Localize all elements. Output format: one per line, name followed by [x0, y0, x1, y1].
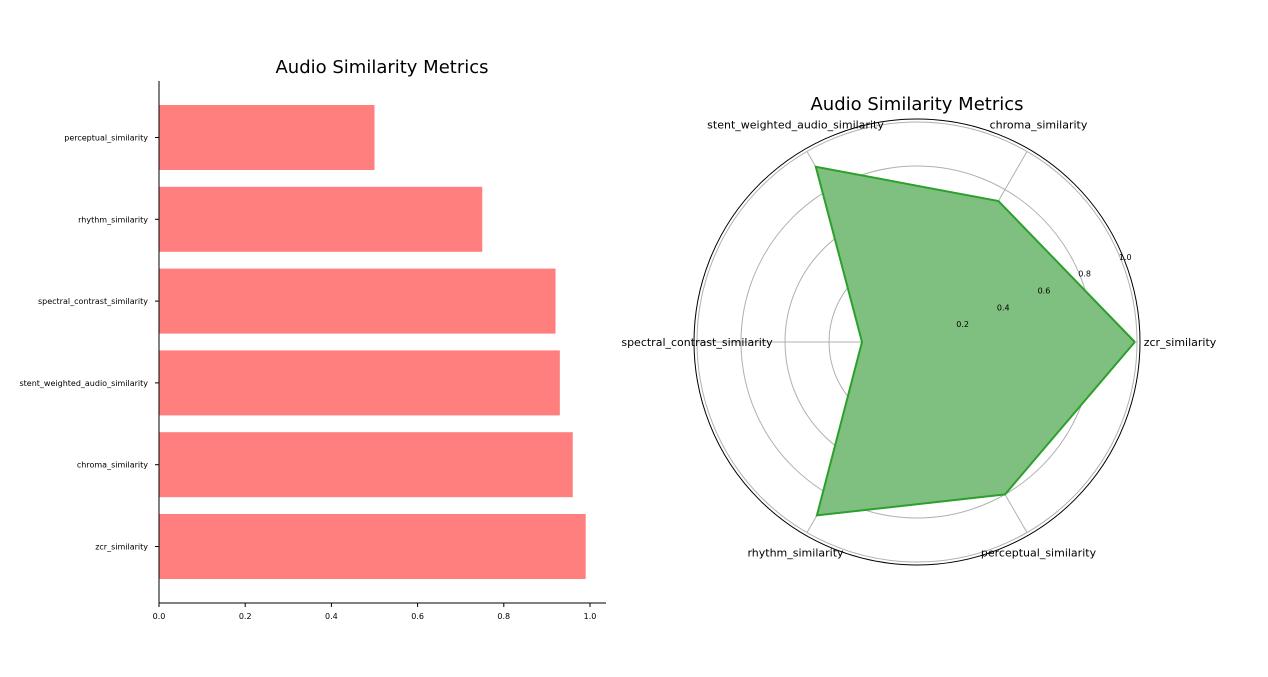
radar-radial-ticks: 0.2 0.4 0.6 0.8 1.0 — [956, 253, 1131, 329]
bar-x-tick-label: 0.0 — [153, 612, 166, 621]
bar — [159, 268, 556, 334]
radar-r-tick-label: 0.8 — [1078, 270, 1091, 279]
bar-category-label: stent_weighted_audio_similarity — [20, 379, 149, 388]
bar-x-tick-label: 0.4 — [325, 612, 338, 621]
bar-x-tick-label: 0.8 — [497, 612, 510, 621]
radar-r-tick-label: 0.4 — [997, 303, 1010, 312]
radar-r-tick-label: 0.6 — [1038, 286, 1051, 295]
radar-category-label: stent_weighted_audio_similarity — [707, 119, 884, 132]
bars — [159, 105, 586, 579]
bar — [159, 105, 375, 170]
radar-area — [815, 166, 1135, 516]
bar — [159, 514, 586, 579]
bar-x-axis-ticks: 0.0 0.2 0.4 0.6 0.8 1.0 — [153, 603, 597, 621]
bar-chart-title: Audio Similarity Metrics — [275, 57, 488, 78]
bar-chart: Audio Similarity Metrics zcr_similarity c… — [20, 57, 606, 621]
bar-category-label: zcr_similarity — [95, 543, 148, 552]
radar-category-label: spectral_contrast_similarity — [621, 336, 773, 349]
radar-line — [814, 165, 1136, 517]
radar-chart-title: Audio Similarity Metrics — [810, 94, 1023, 115]
radar-data — [814, 165, 1136, 517]
bar-category-labels: zcr_similarity chroma_similarity stent_wei… — [20, 134, 159, 552]
bar-x-tick-label: 1.0 — [584, 612, 597, 621]
bar — [159, 432, 573, 498]
radar-chart: Audio Similarity Metrics zcr_similarity c… — [621, 94, 1217, 566]
radar-category-labels: zcr_similarity chroma_similarity stent_wei… — [621, 119, 1216, 560]
bar-category-label: chroma_similarity — [77, 461, 148, 470]
radar-category-label: perceptual_similarity — [981, 546, 1097, 559]
radar-r-tick-label: 1.0 — [1119, 253, 1132, 262]
radar-r-tick-label: 0.2 — [956, 320, 969, 329]
radar-category-label: rhythm_similarity — [747, 546, 844, 559]
bar-x-tick-label: 0.6 — [411, 612, 424, 621]
radar-category-label: chroma_similarity — [990, 119, 1088, 132]
bar-category-label: rhythm_similarity — [78, 215, 148, 224]
radar-category-label: zcr_similarity — [1144, 336, 1217, 349]
bar — [159, 350, 560, 416]
bar — [159, 186, 483, 252]
bar-category-label: perceptual_similarity — [64, 134, 148, 143]
bar-category-label: spectral_contrast_similarity — [38, 297, 148, 306]
radar-outer-frame — [693, 118, 1141, 566]
bar-x-tick-label: 0.2 — [239, 612, 252, 621]
